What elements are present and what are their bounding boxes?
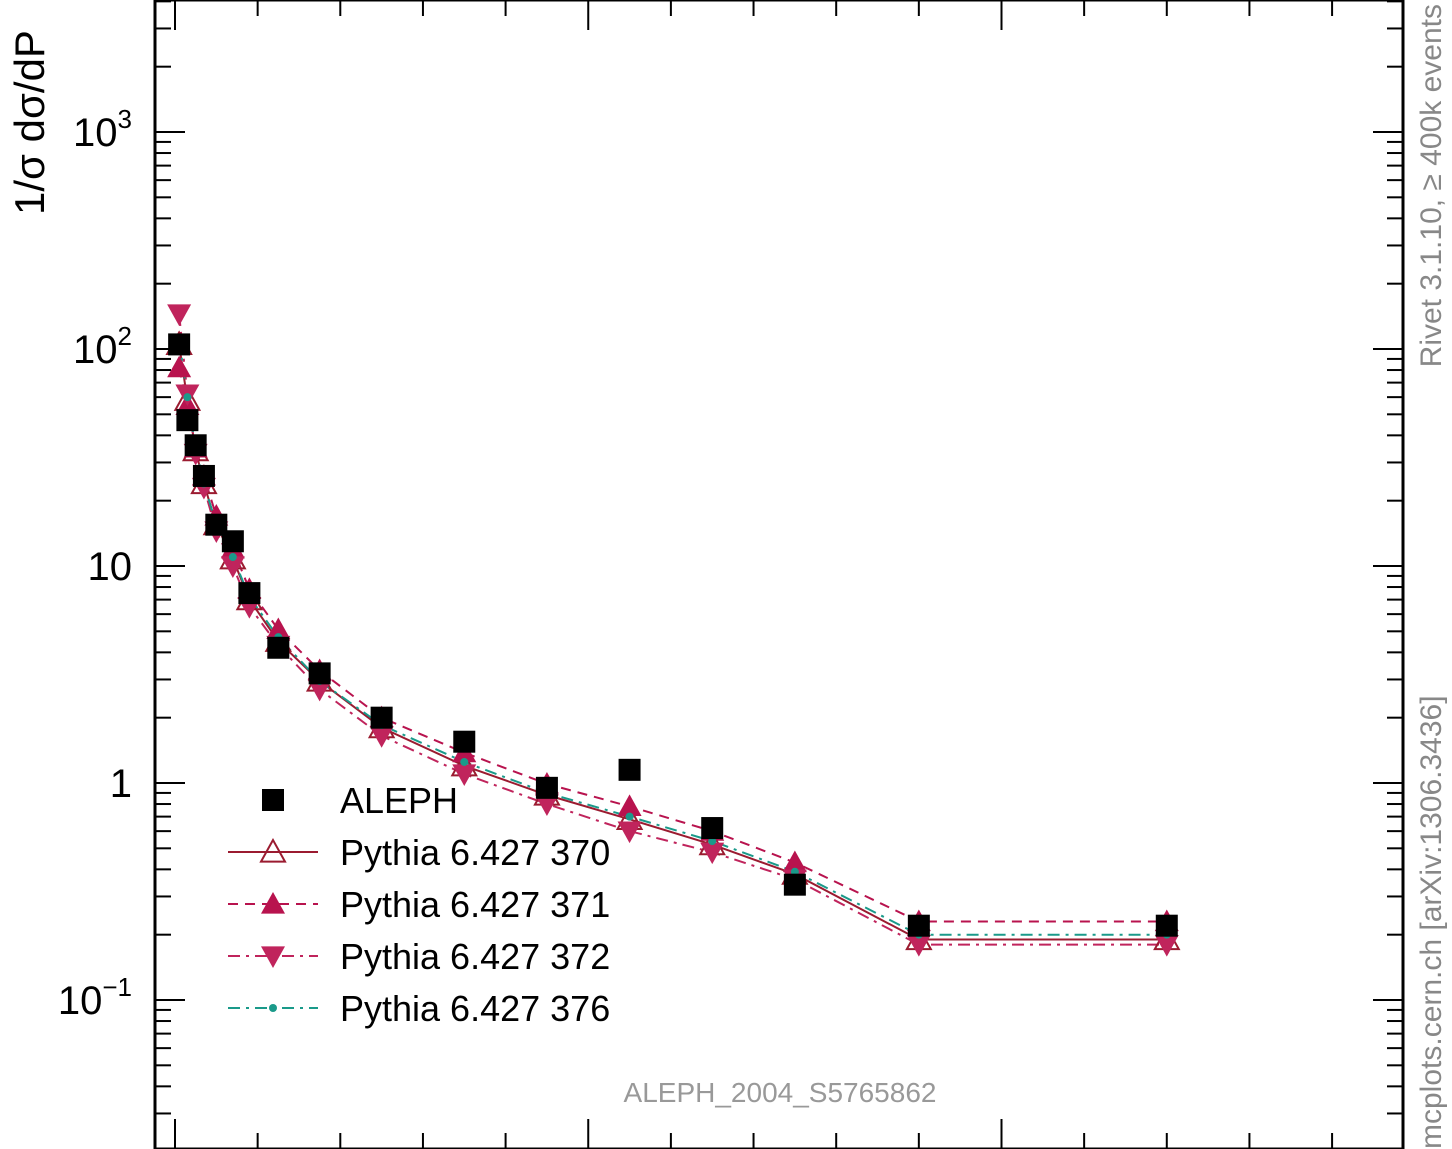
data-point-aleph xyxy=(535,776,558,799)
data-point-aleph xyxy=(238,582,261,605)
data-point-376 xyxy=(708,837,717,846)
y-axis-label: 1/σ dσ/dP xyxy=(6,30,53,215)
data-point-372 xyxy=(617,821,642,844)
data-point-376 xyxy=(460,757,469,766)
data-point-aleph xyxy=(184,434,207,457)
series-markers xyxy=(165,304,1181,957)
series-line xyxy=(178,339,1167,936)
data-point-aleph xyxy=(176,409,199,432)
data-point-372 xyxy=(261,946,285,968)
data-point-371 xyxy=(266,617,291,640)
data-point-376 xyxy=(228,553,237,562)
data-point-aleph xyxy=(1155,914,1178,937)
legend-entry-label: Pythia 6.427 372 xyxy=(340,936,610,977)
plot-frame xyxy=(153,0,1405,1149)
data-point-372 xyxy=(906,935,931,957)
series-line xyxy=(178,344,1167,941)
data-point-aleph xyxy=(701,817,724,840)
data-point-aleph xyxy=(262,789,284,811)
data-point-aleph xyxy=(453,730,476,753)
data-point-372 xyxy=(307,679,332,702)
legend-entry-label: Pythia 6.427 370 xyxy=(340,832,610,873)
data-point-376 xyxy=(269,1004,277,1012)
data-point-370 xyxy=(259,837,287,863)
data-point-371 xyxy=(617,794,642,817)
data-point-372 xyxy=(220,556,245,578)
data-point-372 xyxy=(452,764,477,787)
data-point-aleph xyxy=(267,636,290,659)
data-point-372 xyxy=(1154,935,1179,957)
generator-credit: Rivet 3.1.10, ≥ 400k events xyxy=(1415,4,1448,367)
source-credit: mcplots.cern.ch [arXiv:1306.3436] xyxy=(1415,695,1448,1149)
y-tick-label: 103 xyxy=(73,104,132,155)
analysis-watermark: ALEPH_2004_S5765862 xyxy=(624,1077,937,1108)
data-point-aleph xyxy=(907,914,930,937)
series-line xyxy=(178,313,1167,946)
y-tick-label: 10−1 xyxy=(58,972,132,1023)
series-line xyxy=(178,367,1167,923)
data-point-aleph xyxy=(192,464,215,487)
data-point-aleph xyxy=(783,873,806,896)
data-point-372 xyxy=(700,842,725,865)
legend-entry-label: Pythia 6.427 376 xyxy=(340,988,610,1029)
axis-ticks xyxy=(155,0,1403,1149)
data-point-376 xyxy=(183,393,192,402)
data-point-aleph xyxy=(370,706,393,729)
legend-entry-label: Pythia 6.427 371 xyxy=(340,884,610,925)
y-tick-label: 1 xyxy=(110,762,132,806)
data-point-372 xyxy=(534,794,559,817)
series-lines xyxy=(178,313,1167,946)
legend: ALEPH Pythia 6.427 370 Pythia 6.427 371 Pyt… xyxy=(228,780,610,1029)
data-point-aleph xyxy=(168,333,191,356)
data-point-372 xyxy=(167,304,192,326)
data-point-aleph xyxy=(205,513,228,536)
data-point-371 xyxy=(782,850,807,873)
data-point-aleph xyxy=(618,758,641,781)
data-point-aleph xyxy=(308,662,331,685)
y-tick-label: 10 xyxy=(88,545,133,589)
legend-entry-label: ALEPH xyxy=(340,780,458,821)
data-point-372 xyxy=(369,726,394,748)
data-point-371 xyxy=(261,892,285,914)
data-point-376 xyxy=(625,812,634,821)
data-point-371 xyxy=(167,355,192,378)
data-point-aleph xyxy=(221,530,244,553)
y-tick-label: 102 xyxy=(73,321,132,372)
